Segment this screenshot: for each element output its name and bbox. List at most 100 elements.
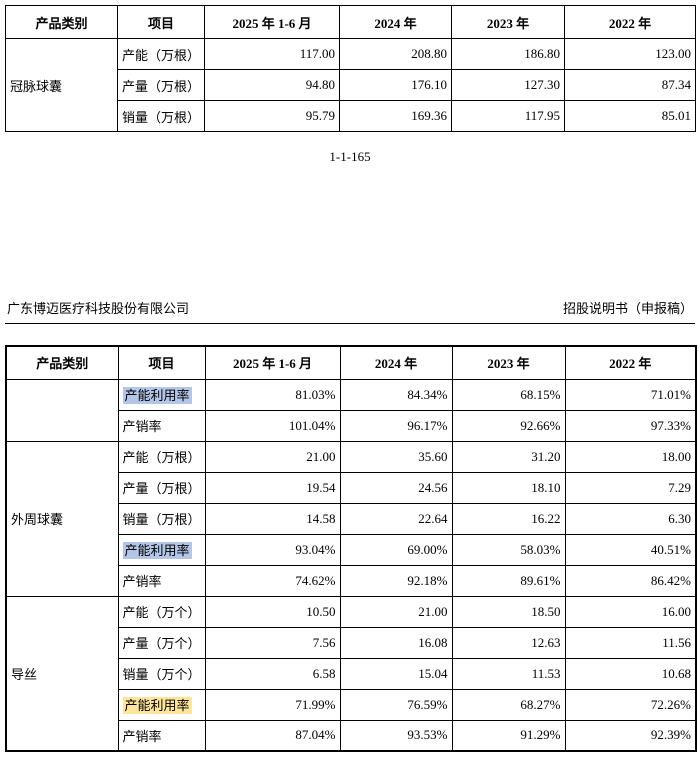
value-cell: 91.29%	[451, 719, 566, 752]
value-cell: 31.20	[451, 440, 566, 473]
item-cell: 产能（万个）	[117, 595, 206, 628]
table-row: 产量（万根） 19.54 24.56 18.10 7.29	[6, 471, 697, 504]
value-cell: 35.60	[339, 440, 453, 473]
value-cell: 58.03%	[451, 533, 566, 566]
column-header: 项目	[117, 345, 206, 380]
column-header: 2023 年	[451, 5, 565, 39]
value-cell: 72.26%	[564, 688, 697, 721]
value-cell: 71.01%	[564, 378, 697, 411]
item-cell: 产能利用率	[117, 378, 206, 411]
value-cell: 40.51%	[564, 533, 697, 566]
value-cell: 16.08	[339, 626, 453, 659]
column-header: 2023 年	[451, 345, 566, 380]
value-cell: 6.30	[564, 502, 697, 535]
value-cell: 18.00	[564, 440, 697, 473]
column-header: 2025 年 1-6 月	[204, 5, 340, 39]
table-header-row: 产品类别 项目 2025 年 1-6 月 2024 年 2023 年 2022 年	[5, 5, 696, 39]
table-header-row: 产品类别 项目 2025 年 1-6 月 2024 年 2023 年 2022 年	[5, 345, 697, 380]
item-label-highlighted: 产能利用率	[122, 387, 192, 404]
value-cell: 16.00	[564, 595, 697, 628]
value-cell: 176.10	[339, 69, 452, 101]
item-cell: 产量（万根）	[117, 69, 205, 101]
table-row: 产销率 74.62% 92.18% 89.61% 86.42%	[6, 564, 697, 597]
column-header: 产品类别	[5, 345, 119, 380]
table-row: 产销率 87.04% 93.53% 91.29% 92.39%	[6, 719, 697, 752]
item-label: 产量（万个）	[122, 636, 201, 651]
value-cell: 87.04%	[204, 719, 341, 752]
value-cell: 21.00	[204, 440, 341, 473]
value-cell: 169.36	[339, 100, 452, 132]
item-label: 产销率	[122, 574, 162, 589]
item-cell: 销量（万根）	[117, 100, 205, 132]
item-label-highlighted: 产能利用率	[122, 697, 192, 714]
item-label: 销量（万个）	[122, 667, 201, 682]
page-number: 1-1-165	[329, 149, 371, 164]
item-label-highlighted: 产能利用率	[122, 542, 192, 559]
item-label: 产量（万根）	[122, 481, 201, 496]
value-cell: 208.80	[339, 38, 452, 70]
value-cell: 127.30	[451, 69, 565, 101]
value-cell: 10.50	[204, 595, 341, 628]
item-cell: 销量（万根）	[117, 502, 206, 535]
category-cell: 冠脉球囊	[5, 38, 118, 132]
item-cell: 产销率	[117, 719, 206, 752]
item-cell: 产销率	[117, 564, 206, 597]
item-cell: 销量（万个）	[117, 657, 206, 690]
item-label: 销量（万根）	[122, 109, 201, 125]
value-cell: 92.18%	[339, 564, 453, 597]
value-cell: 24.56	[339, 471, 453, 504]
value-cell: 92.66%	[451, 409, 566, 442]
value-cell: 18.50	[451, 595, 566, 628]
value-cell: 68.15%	[451, 378, 566, 411]
category-cell: 导丝	[5, 595, 119, 752]
column-header: 2024 年	[339, 345, 453, 380]
value-cell: 69.00%	[339, 533, 453, 566]
value-cell: 16.22	[451, 502, 566, 535]
value-cell: 21.00	[339, 595, 453, 628]
value-cell: 87.34	[564, 69, 696, 101]
table-row: 外周球囊 产能（万根） 21.00 35.60 31.20 18.00	[5, 440, 697, 597]
table-row: 销量（万个） 6.58 15.04 11.53 10.68	[6, 657, 697, 690]
item-label: 产量（万根）	[122, 78, 201, 94]
column-header: 项目	[117, 5, 205, 39]
value-cell: 76.59%	[339, 688, 453, 721]
doc-header: 广东博迈医疗科技股份有限公司 招股说明书（申报稿）	[5, 301, 695, 324]
table-row: 产能利用率 93.04% 69.00% 58.03% 40.51%	[6, 533, 697, 566]
value-cell: 94.80	[204, 69, 340, 101]
value-cell: 93.04%	[204, 533, 341, 566]
doc-header-doctype: 招股说明书（申报稿）	[562, 301, 693, 316]
value-cell: 96.17%	[339, 409, 453, 442]
item-label: 产销率	[122, 728, 162, 744]
table-row: 销量（万根） 14.58 22.64 16.22 6.30	[6, 502, 697, 535]
value-cell: 101.04%	[204, 409, 341, 442]
capacity-output-sales-table-bottom: 产品类别 项目 2025 年 1-6 月 2024 年 2023 年 2022 年 产能利…	[5, 345, 697, 752]
column-header: 2022 年	[564, 5, 696, 39]
value-cell: 89.61%	[451, 564, 566, 597]
table-row: 产能利用率 81.03% 84.34% 68.15% 71.01%	[5, 378, 697, 442]
value-cell: 22.64	[339, 502, 453, 535]
value-cell: 14.58	[204, 502, 341, 535]
table-row: 产销率 101.04% 96.17% 92.66% 97.33%	[6, 409, 697, 442]
value-cell: 84.34%	[339, 378, 453, 411]
item-cell: 产量（万根）	[117, 471, 206, 504]
value-cell: 12.63	[451, 626, 566, 659]
value-cell: 7.29	[564, 471, 697, 504]
column-header: 产品类别	[5, 5, 118, 39]
value-cell: 19.54	[204, 471, 341, 504]
item-cell: 产量（万个）	[117, 626, 206, 659]
item-label: 产销率	[122, 419, 162, 434]
value-cell: 85.01	[564, 100, 696, 132]
value-cell: 93.53%	[339, 719, 453, 752]
value-cell: 95.79	[204, 100, 340, 132]
item-label: 产能（万根）	[122, 47, 201, 63]
item-label: 产能（万根）	[122, 450, 201, 465]
capacity-output-sales-table-top: 产品类别 项目 2025 年 1-6 月 2024 年 2023 年 2022 年 冠脉球…	[5, 5, 696, 132]
item-label: 产能（万个）	[122, 605, 201, 620]
table-row: 销量（万根） 95.79 169.36 117.95 85.01	[6, 100, 696, 132]
value-cell: 123.00	[564, 38, 696, 70]
value-cell: 68.27%	[451, 688, 566, 721]
category-cell: 外周球囊	[5, 440, 119, 597]
column-header: 2025 年 1-6 月	[204, 345, 341, 380]
value-cell: 117.95	[451, 100, 565, 132]
